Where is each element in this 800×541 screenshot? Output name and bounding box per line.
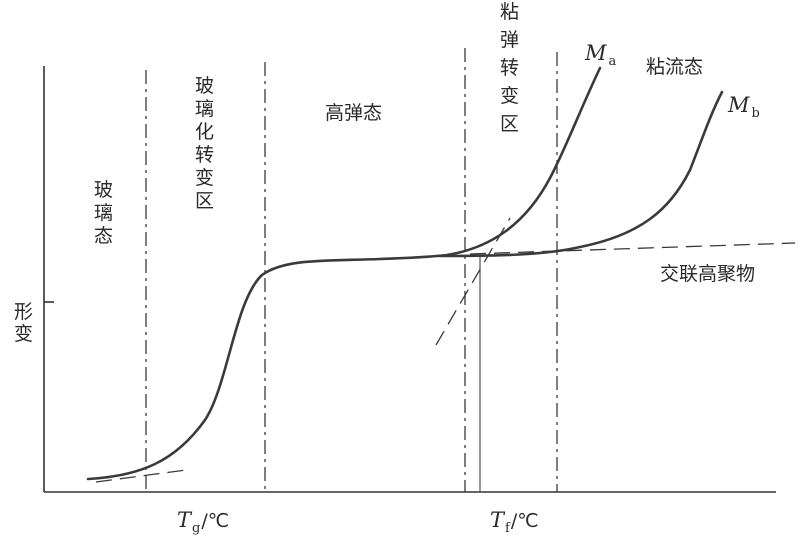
crosslinked-polymer-line bbox=[469, 242, 796, 255]
curve-ma bbox=[86, 66, 602, 481]
label-viscous-flow: 粘流态 bbox=[646, 56, 703, 78]
label-rubbery: 高弹态 bbox=[325, 102, 382, 124]
curve-mb bbox=[438, 90, 724, 258]
x-tick-tg: Tg/℃ bbox=[177, 508, 229, 536]
label-crosslinked: 交联高聚物 bbox=[660, 263, 755, 285]
x-tick-tf: Tf/℃ bbox=[490, 508, 539, 536]
tg-tangent-line bbox=[95, 469, 187, 483]
label-glass-transition: 玻 璃 化 转 变 区 bbox=[195, 75, 220, 212]
label-glassy: 玻 璃 态 bbox=[94, 179, 119, 247]
label-viscoelastic-transition: 粘 弹 转 变 区 bbox=[500, 1, 525, 135]
y-axis-label: 形 变 bbox=[14, 301, 39, 345]
tf-tangent-line bbox=[435, 217, 511, 346]
